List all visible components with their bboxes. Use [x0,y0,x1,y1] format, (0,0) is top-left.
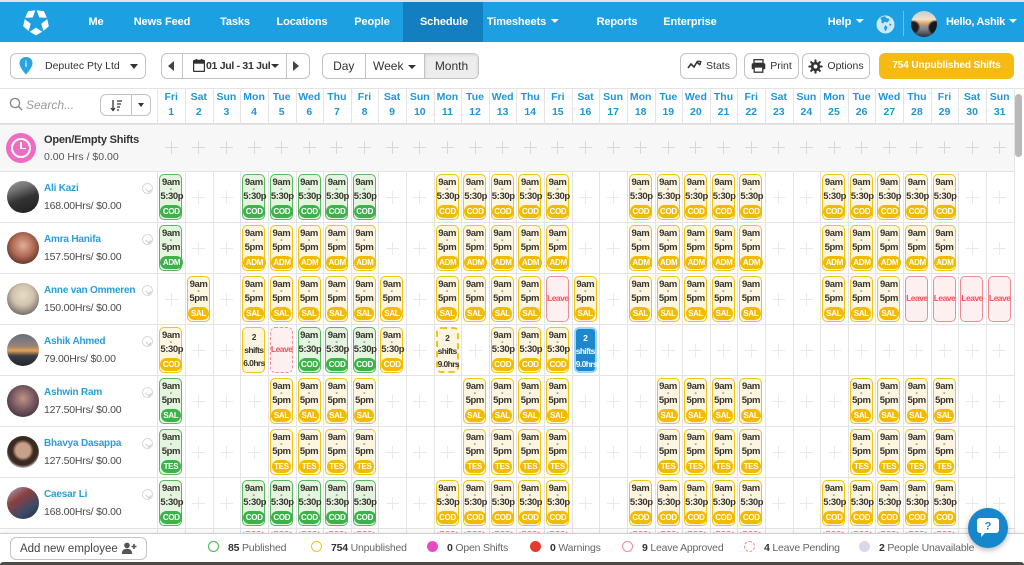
svg-text:i: i [25,60,28,69]
svg-text:?: ? [985,521,992,533]
